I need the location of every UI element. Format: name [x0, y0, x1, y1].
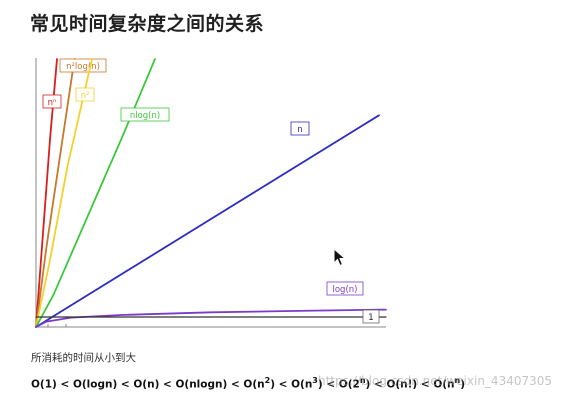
watermark: https://blog.csdn.net/weixin_43407305 — [318, 374, 553, 388]
series-line — [35, 114, 380, 328]
series-line — [35, 58, 76, 328]
caption: 所消耗的时间从小到大 — [31, 352, 136, 364]
order-sup: 3 — [312, 376, 318, 385]
series-label: nlog(n) — [130, 111, 160, 121]
series-label: 1 — [368, 313, 373, 323]
order-part: ) < O(n — [270, 378, 313, 391]
series-label: n — [297, 125, 302, 135]
order-part: ) < O(n!) < O(n — [365, 378, 455, 391]
series-label: n²log(n) — [66, 62, 100, 72]
series-label-box — [362, 309, 380, 324]
page-title: 常见时间复杂度之间的关系 — [30, 13, 265, 35]
order-sup: n — [359, 376, 366, 385]
series-line — [35, 308, 387, 328]
order-sup: 2 — [264, 376, 271, 385]
series-line — [35, 58, 93, 328]
order-sup: n — [454, 376, 461, 385]
order-part: ) < O(2 — [317, 378, 360, 391]
order-part: O(1) < O(logn) < O(n) < O(nlogn) < O(n — [31, 378, 265, 391]
series-label-box — [42, 94, 62, 109]
series-label: log(n) — [333, 285, 358, 295]
series-label: nⁿ — [48, 98, 57, 108]
series-label-box — [120, 107, 170, 122]
series-label-box — [326, 281, 364, 296]
order-part: ) — [460, 378, 466, 391]
series-label: n² — [81, 91, 90, 101]
series-label-box — [59, 58, 107, 73]
series-label-box — [75, 87, 95, 102]
series-label-box — [290, 121, 310, 136]
complexity-order: O(1) < O(logn) < O(n) < O(nlogn) < O(n2)… — [31, 376, 465, 391]
mouse-cursor-icon — [333, 248, 347, 267]
